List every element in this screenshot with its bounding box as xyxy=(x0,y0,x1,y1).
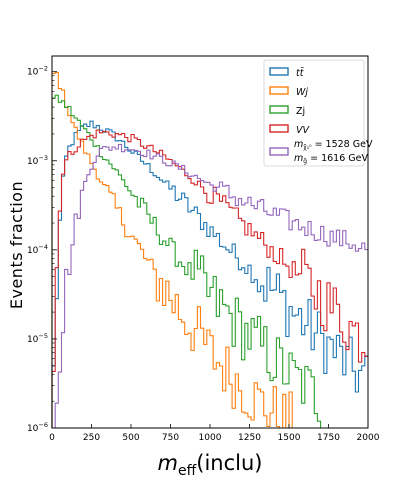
legend-label-vv: VV xyxy=(296,125,310,136)
legend-swatch-vv xyxy=(269,124,289,133)
legend-label-tt-main: t xyxy=(296,68,301,79)
legend-frame xyxy=(263,59,365,167)
legend-swatch-wj xyxy=(269,86,289,95)
x-tick-label: 750 xyxy=(162,433,179,443)
series-line-4 xyxy=(52,143,368,429)
x-axis-title-suffix: (inclu) xyxy=(196,451,262,475)
x-tick-label: 1750 xyxy=(317,433,340,443)
legend-label-zj: Zj xyxy=(296,106,305,117)
legend-label-wj: Wj xyxy=(296,87,308,98)
y-tick-label: 10−2 xyxy=(27,65,48,78)
legend-signal-m2: m xyxy=(294,153,303,164)
x-axis-title: meff(inclu) xyxy=(158,451,263,479)
y-axis-title: Events fraction xyxy=(7,181,26,309)
x-tick-label: 500 xyxy=(122,433,139,443)
x-tick-label: 0 xyxy=(49,433,55,443)
x-tick-label: 1500 xyxy=(278,433,301,443)
legend-signal-value2: = 1616 GeV xyxy=(307,153,368,164)
series-line-2 xyxy=(51,94,331,429)
y-tick-label: 10−5 xyxy=(27,332,48,345)
legend: tt̄ Wj Zj VV mχ̃₁⁰ = 1528 GeV mg̃ = 1616… xyxy=(263,59,373,167)
x-tick-label: 250 xyxy=(83,433,100,443)
x-tick-label: 1000 xyxy=(199,433,222,443)
legend-signal-m1: m xyxy=(294,139,303,150)
y-tick-label: 10−6 xyxy=(27,421,48,434)
series-line-0 xyxy=(51,120,368,428)
series-line-3 xyxy=(51,129,368,428)
x-axis-title-sub: eff xyxy=(178,463,197,479)
legend-label-tt-bar: t̄ xyxy=(300,67,305,79)
legend-swatch-tt xyxy=(269,67,289,76)
legend-swatch-signal xyxy=(269,147,289,156)
legend-label-tt: tt̄ xyxy=(296,67,305,79)
legend-label-signal-line1: mχ̃₁⁰ = 1528 GeV xyxy=(294,139,373,151)
legend-signal-value1: = 1528 GeV xyxy=(312,139,373,150)
legend-swatch-zj xyxy=(269,105,289,114)
legend-signal-sub1: χ̃₁⁰ xyxy=(303,144,312,151)
series-line-1 xyxy=(51,71,299,429)
x-tick-label: 1250 xyxy=(238,433,261,443)
y-tick-label: 10−4 xyxy=(27,243,48,256)
x-tick-label: 2000 xyxy=(357,433,380,443)
y-tick-label: 10−3 xyxy=(27,154,48,167)
legend-signal-sub2: g̃ xyxy=(303,158,307,165)
x-axis-title-main: m xyxy=(158,451,178,475)
legend-label-signal-line2: mg̃ = 1616 GeV xyxy=(294,153,368,165)
